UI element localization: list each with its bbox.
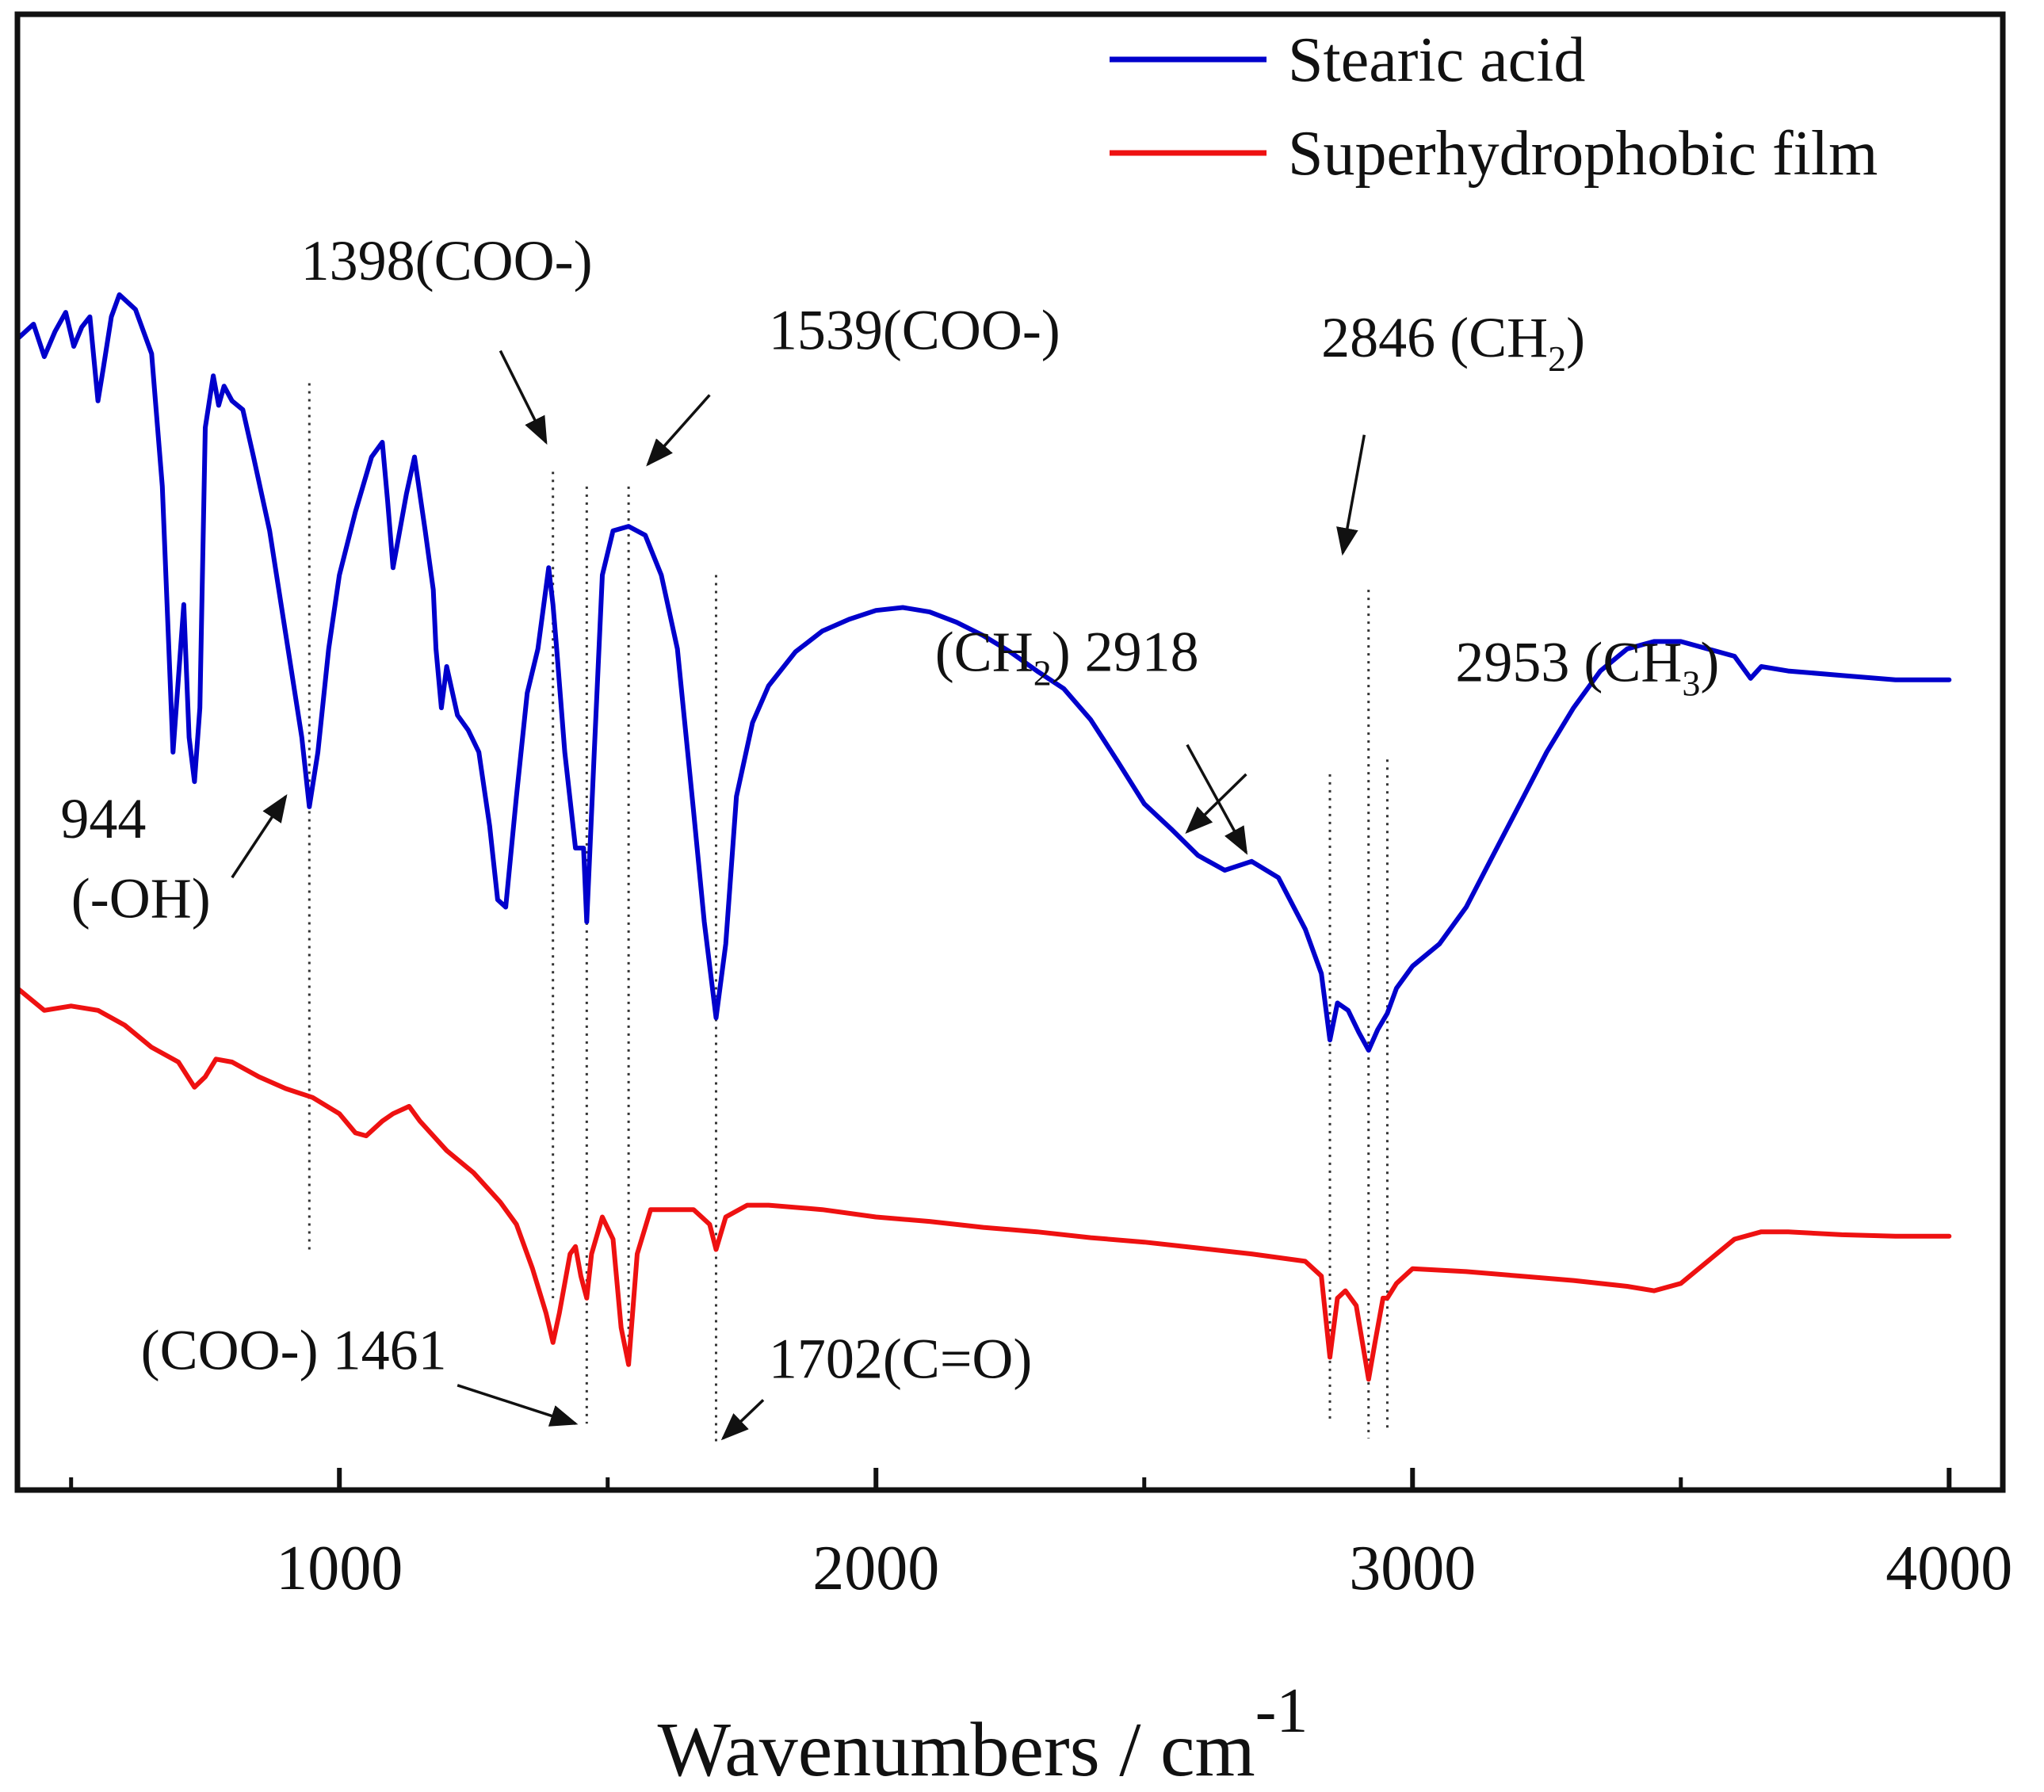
legend-label-superhydrophobic-film: Superhydrophobic film [1288, 119, 1878, 189]
peak-annotation-text: 1702(C=O) [769, 1327, 1033, 1390]
peak-annotation-text: 1539(COO-) [769, 299, 1060, 362]
peak-annotation-8: 1702(C=O) [769, 1327, 1033, 1390]
peak-annotation-6: 2953 (CH3) [1455, 631, 1719, 704]
x-axis-ticks: 1000 2000 3000 4000 [69, 1468, 2012, 1603]
annotation-arrow-8 [720, 1399, 765, 1441]
peak-annotation-5: (CH2) 2918 [935, 621, 1199, 693]
x-tick-label-1000: 1000 [276, 1534, 403, 1603]
peak-annotation-subscript: 2 [1548, 338, 1566, 379]
annotation-arrow-3 [646, 394, 711, 467]
annotation-arrow-4 [1336, 434, 1366, 556]
peak-annotation-0: 944 [60, 787, 146, 850]
legend-label-stearic-acid: Stearic acid [1288, 25, 1585, 95]
plot-frame [14, 11, 2006, 1493]
peak-annotation-subscript: 2 [1033, 653, 1052, 693]
x-tick-label-2000: 2000 [812, 1534, 939, 1603]
x-axis-title: Wavenumbers / cm-1 [658, 1676, 1309, 1792]
peak-annotation-7: (COO-) 1461 [141, 1318, 447, 1381]
peak-annotation-text: (COO-) 1461 [141, 1318, 447, 1381]
peak-annotation-text: 1398(COO-) [301, 229, 593, 292]
peak-annotation-text: 944 [60, 787, 146, 850]
peak-annotation-subscript: 3 [1682, 663, 1700, 704]
peak-annotation-text: (-OH) [71, 867, 211, 930]
annotation-arrow-2 [499, 350, 548, 445]
x-tick-label-4000: 4000 [1885, 1534, 2012, 1603]
annotation-arrow-0 [231, 793, 288, 879]
peak-annotation-suffix: ) 2918 [1052, 621, 1199, 684]
peak-annotation-text: 2953 (CH [1455, 631, 1682, 694]
peak-annotations: 944(-OH)1398(COO-)1539(COO-) 2846 (CH2)(C… [60, 229, 1719, 1441]
peak-annotation-4: 2846 (CH2) [1321, 306, 1585, 379]
series-line-stearic-acid [15, 292, 1952, 1053]
spectra-layer [15, 292, 1952, 1382]
peak-annotation-text: 2846 (CH [1321, 306, 1548, 369]
peak-annotation-3: 1539(COO-) [769, 299, 1060, 362]
series-line-superhydrophobic-film [15, 985, 1952, 1382]
peak-annotation-text: (CH [935, 621, 1033, 684]
x-axis-title-superscript: -1 [1255, 1676, 1309, 1746]
x-axis-title-text: Wavenumbers / cm [658, 1707, 1255, 1792]
peak-annotation-suffix: ) [1566, 306, 1585, 369]
annotation-arrow-7 [457, 1384, 579, 1427]
annotation-arrow-5 [1186, 743, 1248, 855]
peak-annotation-1: (-OH) [71, 867, 211, 930]
x-tick-label-3000: 3000 [1349, 1534, 1476, 1603]
peak-annotation-suffix: ) [1700, 631, 1719, 694]
legend: Stearic acid Superhydrophobic film [1110, 25, 1878, 189]
peak-guide-lines [308, 383, 1389, 1446]
peak-annotation-2: 1398(COO-) [301, 229, 593, 292]
annotation-arrow-6 [1185, 773, 1247, 834]
